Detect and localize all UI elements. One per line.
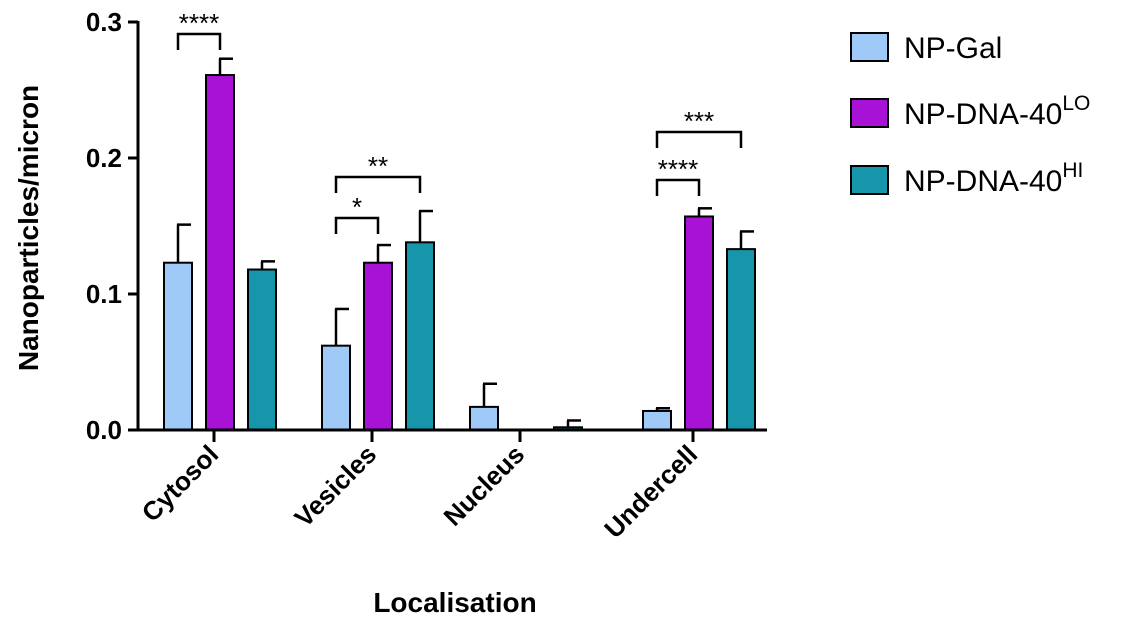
- bar-np-dna-40-hi-vesicles: [405, 241, 435, 431]
- legend-swatch: [850, 32, 889, 62]
- significance-bracket: [655, 178, 701, 196]
- y-tick-label: 0.0: [86, 415, 122, 445]
- bar-np-dna-40-lo-vesicles: [363, 261, 393, 431]
- legend-entry-label: NP-DNA-40HI: [904, 159, 1083, 198]
- significance-label: *: [352, 192, 362, 222]
- legend: NP-Gal NP-DNA-40LO NP-DNA-40HI: [850, 32, 1090, 198]
- bar-np-dna-40-lo-cytosol: [205, 74, 235, 431]
- significance-bracket: [176, 32, 222, 50]
- bar-np-gal-nucleus: [469, 405, 499, 432]
- significance-label: **: [368, 151, 388, 181]
- legend-swatch: [850, 98, 889, 128]
- legend-entry-label: NP-Gal: [904, 32, 1002, 65]
- significance-layer: ******* *******: [176, 8, 743, 234]
- significance-bracket: [655, 130, 743, 148]
- error-bars-layer: [176, 57, 754, 428]
- y-tick-label: 0.3: [86, 7, 122, 37]
- legend-entry-label: NP-DNA-40LO: [904, 92, 1090, 131]
- legend-swatch: [850, 165, 889, 195]
- bar-np-dna-40-lo-undercell: [684, 215, 714, 431]
- x-tick-label-cytosol: Cytosol: [136, 439, 225, 528]
- significance-label: ***: [684, 106, 714, 136]
- significance-label: ****: [658, 154, 698, 184]
- significance-label: ****: [179, 8, 219, 38]
- x-tick-label-undercell: Undercell: [598, 439, 703, 544]
- bars-layer: [163, 74, 756, 432]
- y-tick-label: 0.1: [86, 279, 122, 309]
- x-tick-label-vesicles: Vesicles: [288, 439, 382, 533]
- bar-np-dna-40-hi-undercell: [726, 248, 756, 431]
- x-tick-label-nucleus: Nucleus: [438, 439, 531, 532]
- y-tick-label: 0.2: [86, 143, 122, 173]
- bar-np-gal-vesicles: [321, 344, 351, 431]
- x-axis-title: Localisation: [373, 587, 536, 618]
- bar-np-dna-40-hi-cytosol: [247, 268, 277, 431]
- y-axis-title: Nanoparticles/micron: [13, 85, 44, 371]
- significance-bracket: [334, 175, 422, 193]
- bar-np-gal-undercell: [642, 409, 672, 431]
- bar-np-gal-cytosol: [163, 261, 193, 431]
- significance-bracket: [334, 216, 380, 234]
